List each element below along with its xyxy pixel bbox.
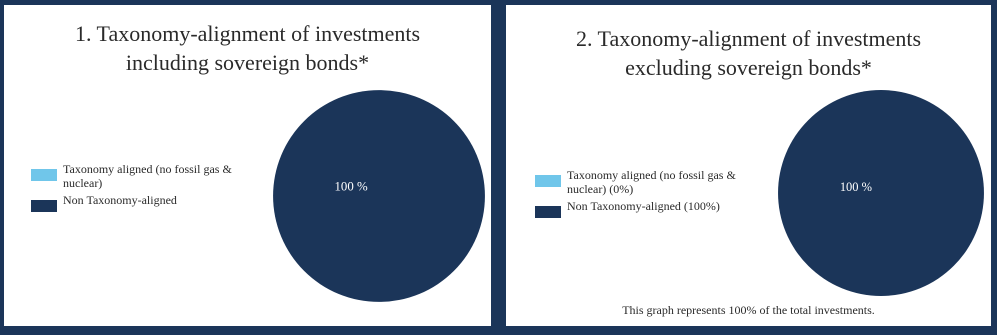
legend-label-non-taxonomy-aligned: Non Taxonomy-aligned (100%) <box>567 199 720 213</box>
pie-slice <box>778 90 984 296</box>
chart-footnote: This graph represents 100% of the total … <box>622 303 875 317</box>
chart-title: 1. Taxonomy-alignment of investments inc… <box>4 19 491 77</box>
chart-title-line-2: including sovereign bonds* <box>125 50 370 75</box>
chart-panel-excluding-sovereign-bonds: 2. Taxonomy-alignment of investments exc… <box>506 5 991 326</box>
pie-chart: 100 % <box>778 90 984 296</box>
legend-item-taxonomy-aligned: Taxonomy aligned (no fossil gas & nuclea… <box>535 168 755 196</box>
legend-swatch-taxonomy-aligned <box>31 169 57 181</box>
pie-slice <box>273 90 485 302</box>
chart-title-line-2: excluding sovereign bonds* <box>625 55 872 80</box>
pie-data-label: 100 % <box>335 180 368 194</box>
pie-data-label: 100 % <box>840 180 872 194</box>
chart-panel-including-sovereign-bonds: 1. Taxonomy-alignment of investments inc… <box>4 5 491 326</box>
legend-item-non-taxonomy-aligned: Non Taxonomy-aligned <box>31 193 251 212</box>
legend-item-taxonomy-aligned: Taxonomy aligned (no fossil gas & nuclea… <box>31 162 251 190</box>
legend-item-non-taxonomy-aligned: Non Taxonomy-aligned (100%) <box>535 199 755 218</box>
legend-label-taxonomy-aligned: Taxonomy aligned (no fossil gas & nuclea… <box>63 162 232 190</box>
chart-legend: Taxonomy aligned (no fossil gas & nuclea… <box>31 162 251 212</box>
chart-title-line-1: 1. Taxonomy-alignment of investments <box>74 21 421 46</box>
chart-title: 2. Taxonomy-alignment of investments exc… <box>506 24 991 82</box>
legend-swatch-non-taxonomy-aligned <box>535 206 561 218</box>
legend-label-non-taxonomy-aligned: Non Taxonomy-aligned <box>63 193 177 207</box>
legend-swatch-non-taxonomy-aligned <box>31 200 57 212</box>
chart-title-line-1: 2. Taxonomy-alignment of investments <box>575 26 922 51</box>
legend-swatch-taxonomy-aligned <box>535 175 561 187</box>
chart-legend: Taxonomy aligned (no fossil gas & nuclea… <box>535 168 755 218</box>
legend-label-taxonomy-aligned: Taxonomy aligned (no fossil gas & nuclea… <box>567 168 736 196</box>
pie-chart: 100 % <box>273 90 485 302</box>
